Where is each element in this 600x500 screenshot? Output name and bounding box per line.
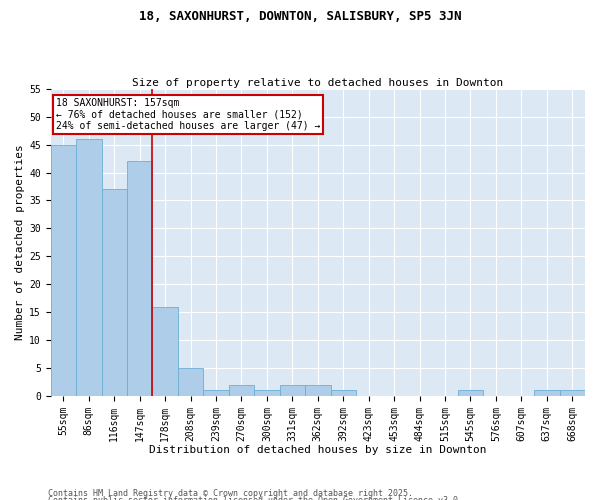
Bar bbox=[127, 162, 152, 396]
Bar bbox=[254, 390, 280, 396]
Text: 18 SAXONHURST: 157sqm
← 76% of detached houses are smaller (152)
24% of semi-det: 18 SAXONHURST: 157sqm ← 76% of detached … bbox=[56, 98, 320, 131]
Bar bbox=[280, 384, 305, 396]
Bar bbox=[178, 368, 203, 396]
X-axis label: Distribution of detached houses by size in Downton: Distribution of detached houses by size … bbox=[149, 445, 487, 455]
Bar bbox=[152, 306, 178, 396]
Bar bbox=[458, 390, 483, 396]
Bar bbox=[305, 384, 331, 396]
Text: Contains HM Land Registry data © Crown copyright and database right 2025.: Contains HM Land Registry data © Crown c… bbox=[48, 488, 413, 498]
Title: Size of property relative to detached houses in Downton: Size of property relative to detached ho… bbox=[132, 78, 503, 88]
Bar bbox=[534, 390, 560, 396]
Bar bbox=[76, 139, 101, 396]
Bar bbox=[101, 190, 127, 396]
Bar bbox=[50, 144, 76, 396]
Bar bbox=[203, 390, 229, 396]
Bar bbox=[331, 390, 356, 396]
Bar bbox=[229, 384, 254, 396]
Bar bbox=[560, 390, 585, 396]
Y-axis label: Number of detached properties: Number of detached properties bbox=[15, 144, 25, 340]
Text: Contains public sector information licensed under the Open Government Licence v3: Contains public sector information licen… bbox=[48, 496, 463, 500]
Text: 18, SAXONHURST, DOWNTON, SALISBURY, SP5 3JN: 18, SAXONHURST, DOWNTON, SALISBURY, SP5 … bbox=[139, 10, 461, 23]
